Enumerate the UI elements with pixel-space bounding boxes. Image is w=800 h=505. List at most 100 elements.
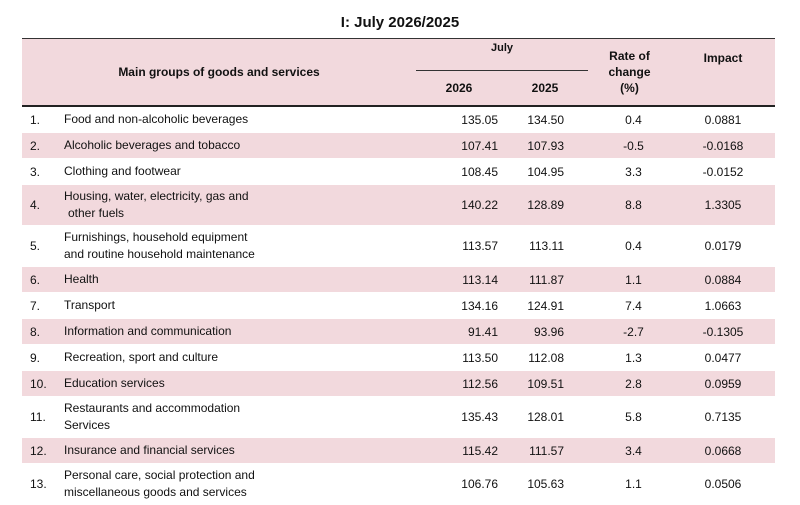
impact-value: -0.1305 [671, 318, 776, 345]
value-2025: 93.96 [502, 318, 589, 345]
table-row: 5. Furnishings, household equipment and ro… [22, 225, 776, 267]
value-2025: 107.93 [502, 132, 589, 159]
row-group-name: Furnishings, household equipment and rout… [64, 225, 416, 267]
impact-value: 0.0959 [671, 370, 776, 397]
table-row: 9. Recreation, sport and culture 113.50 112… [22, 344, 776, 371]
row-group-name: Health [64, 266, 416, 293]
group-name-line-1: Housing, water, electricity, gas and [64, 189, 249, 203]
header-rate-line-1: Rate of [609, 49, 650, 63]
value-2026: 135.43 [416, 396, 502, 438]
impact-value: 0.0506 [671, 463, 776, 505]
group-name-line-2: other fuels [68, 206, 125, 220]
table-row: 13. Personal care, social protection and m… [22, 463, 776, 505]
row-group-name: Information and communication [64, 318, 416, 345]
rate-of-change: 2.8 [588, 370, 672, 397]
group-name-line-1: Clothing and footwear [64, 164, 181, 178]
group-name-line-2: miscellaneous goods and services [64, 485, 247, 499]
header-year-2025: 2025 [502, 70, 589, 106]
row-group-name: Food and non-alcoholic beverages [64, 106, 416, 133]
value-2026: 107.41 [416, 132, 502, 159]
value-2026: 112.56 [416, 370, 502, 397]
table-header: Main groups of goods and services July R… [22, 38, 776, 106]
impact-value: 0.0884 [671, 266, 776, 293]
group-name-line-2: and routine household maintenance [64, 247, 255, 261]
row-group-name: Insurance and financial services [64, 437, 416, 464]
value-2026: 134.16 [416, 292, 502, 319]
header-month: July [416, 38, 589, 71]
header-main-groups: Main groups of goods and services [22, 38, 416, 106]
value-2026: 113.14 [416, 266, 502, 293]
table-row: 2. Alcoholic beverages and tobacco 107.41 1… [22, 132, 776, 159]
group-name-line-1: Transport [64, 298, 115, 312]
header-impact: Impact [671, 38, 776, 106]
row-number: 11. [22, 396, 64, 438]
table-row: 11. Restaurants and accommodation Services… [22, 396, 776, 438]
table-row: 12. Insurance and financial services 115.4… [22, 437, 776, 464]
group-name-line-1: Health [64, 272, 99, 286]
rate-of-change: 8.8 [588, 184, 672, 226]
row-group-name: Alcoholic beverages and tobacco [64, 132, 416, 159]
value-2026: 108.45 [416, 158, 502, 185]
table-title: I: July 2026/2025 [340, 14, 460, 31]
impact-value: 0.0179 [671, 225, 776, 267]
rate-of-change: -0.5 [588, 132, 672, 159]
row-group-name: Restaurants and accommodation Services [64, 396, 416, 438]
row-group-name: Education services [64, 370, 416, 397]
value-2026: 135.05 [416, 106, 502, 133]
cpi-table: Main groups of goods and services July R… [22, 38, 776, 505]
value-2025: 134.50 [502, 106, 589, 133]
value-2025: 128.89 [502, 184, 589, 226]
rate-of-change: 3.3 [588, 158, 672, 185]
value-2025: 113.11 [502, 225, 589, 267]
rate-of-change: 5.8 [588, 396, 672, 438]
group-name-line-1: Personal care, social protection and [64, 468, 255, 482]
impact-value: 0.0881 [671, 106, 776, 133]
row-number: 7. [22, 292, 64, 319]
row-group-name: Transport [64, 292, 416, 319]
header-year-2026: 2026 [416, 70, 502, 106]
value-2026: 106.76 [416, 463, 502, 505]
rate-of-change: 7.4 [588, 292, 672, 319]
value-2025: 111.87 [502, 266, 589, 293]
table-row: 6. Health 113.14 111.87 1.1 0.0884 [22, 266, 776, 293]
impact-value: 1.3305 [671, 184, 776, 226]
row-number: 10. [22, 370, 64, 397]
table-row: 8. Information and communication 91.41 93.9… [22, 318, 776, 345]
value-2026: 113.57 [416, 225, 502, 267]
table-row: 7. Transport 134.16 124.91 7.4 1.0663 [22, 292, 776, 319]
row-group-name: Housing, water, electricity, gas and othe… [64, 184, 416, 226]
impact-value: -0.0168 [671, 132, 776, 159]
row-number: 13. [22, 463, 64, 505]
header-rate-line-3: (%) [620, 81, 639, 95]
group-name-line-1: Recreation, sport and culture [64, 350, 219, 364]
value-2025: 105.63 [502, 463, 589, 505]
table-row: 10. Education services 112.56 109.51 2.8 0.09… [22, 370, 776, 397]
value-2026: 91.41 [416, 318, 502, 345]
value-2026: 115.42 [416, 437, 502, 464]
group-name-line-1: Food and non-alcoholic beverages [64, 112, 249, 126]
row-group-name: Personal care, social protection and misc… [64, 463, 416, 505]
row-number: 5. [22, 225, 64, 267]
impact-value: 1.0663 [671, 292, 776, 319]
group-name-line-1: Restaurants and accommodation [64, 401, 241, 415]
rate-of-change: 1.1 [588, 463, 672, 505]
table-row: 1. Food and non-alcoholic beverages 135.05… [22, 106, 776, 133]
impact-value: -0.0152 [671, 158, 776, 185]
table-body: 1. Food and non-alcoholic beverages 135.05… [22, 106, 776, 505]
impact-value: 0.7135 [671, 396, 776, 438]
group-name-line-2: Services [64, 418, 111, 432]
row-group-name: Clothing and footwear [64, 158, 416, 185]
table-row: 4. Housing, water, electricity, gas and ot… [22, 184, 776, 226]
value-2025: 124.91 [502, 292, 589, 319]
rate-of-change: 1.3 [588, 344, 672, 371]
header-rate-line-2: change [608, 65, 651, 79]
value-2026: 140.22 [416, 184, 502, 226]
group-name-line-1: Furnishings, household equipment [64, 230, 248, 244]
group-name-line-1: Alcoholic beverages and tobacco [64, 138, 241, 152]
table-row: 3. Clothing and footwear 108.45 104.95 3.3 -0… [22, 158, 776, 185]
rate-of-change: -2.7 [588, 318, 672, 345]
rate-of-change: 3.4 [588, 437, 672, 464]
value-2025: 111.57 [502, 437, 589, 464]
header-rate-of-change: Rate of change (%) [588, 38, 672, 106]
row-number: 8. [22, 318, 64, 345]
